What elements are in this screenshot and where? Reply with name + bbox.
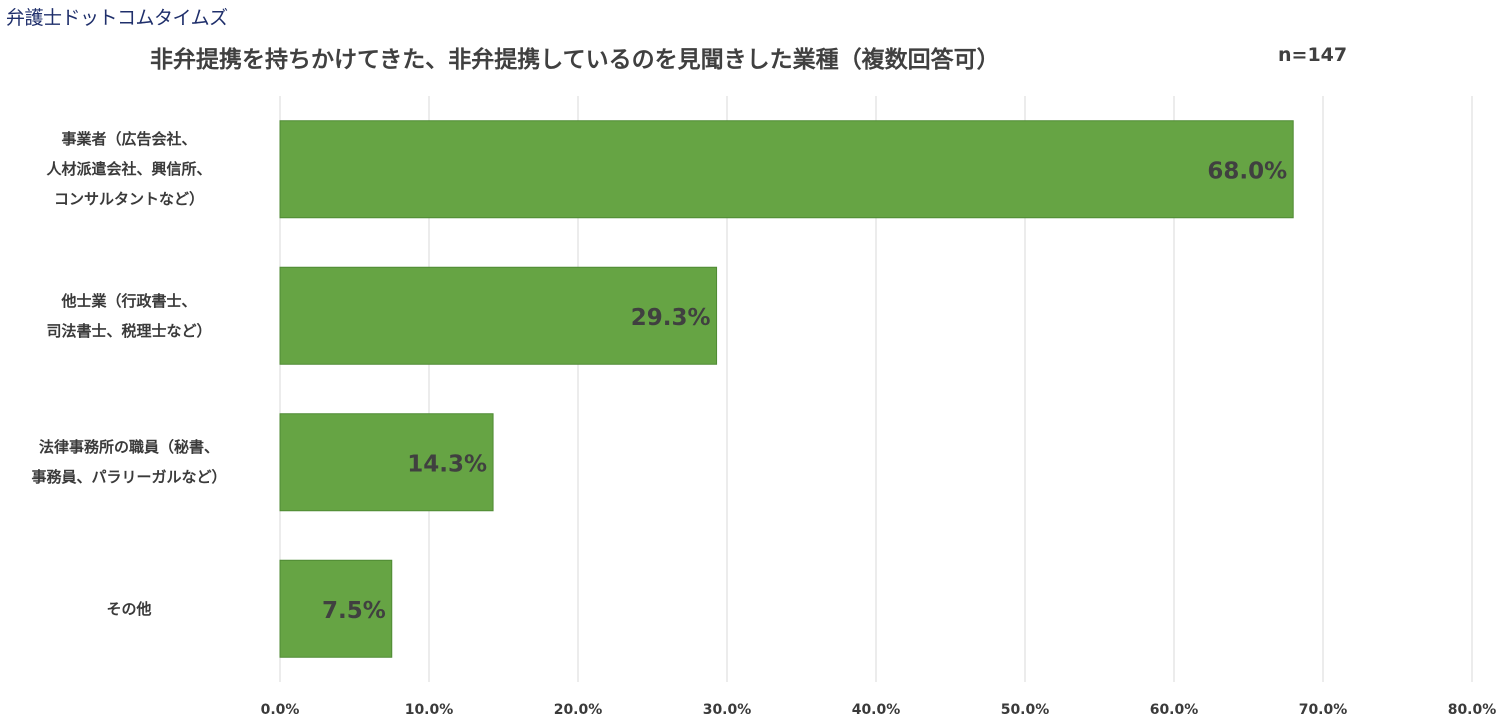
category-label-0: 事業者（広告会社、 人材派遣会社、興信所、 コンサルタントなど） bbox=[0, 124, 258, 214]
bar-0 bbox=[279, 120, 1294, 219]
category-label-line: 人材派遣会社、興信所、 bbox=[46, 160, 212, 179]
bar-2 bbox=[279, 413, 494, 512]
category-label-2: 法律事務所の職員（秘書、 事務員、パラリーガルなど） bbox=[0, 432, 258, 492]
bar-1 bbox=[279, 266, 718, 365]
x-tick-label-7: 70.0% bbox=[1299, 702, 1348, 718]
value-label-3: 7.5% bbox=[322, 598, 386, 624]
x-tick-label-3: 30.0% bbox=[703, 702, 752, 718]
category-label-line: 事務員、パラリーガルなど） bbox=[31, 468, 227, 487]
x-tick-label-1: 10.0% bbox=[405, 702, 454, 718]
title-row: 非弁提携を持ちかけてきた、非弁提携しているのを見聞きした業種（複数回答可） n=… bbox=[150, 40, 1400, 80]
category-label-1: 他士業（行政書士、 司法書士、税理士など） bbox=[0, 286, 258, 346]
x-tick-label-8: 80.0% bbox=[1448, 702, 1497, 718]
chart-title: 非弁提携を持ちかけてきた、非弁提携しているのを見聞きした業種（複数回答可） bbox=[150, 47, 1000, 73]
category-label-line: 司法書士、税理士など） bbox=[46, 321, 212, 340]
brand-logo: 弁護士ドットコムタイムズ bbox=[6, 7, 228, 29]
value-label-2: 14.3% bbox=[407, 451, 487, 477]
x-tick-label-4: 40.0% bbox=[852, 702, 901, 718]
x-tick-label-0: 0.0% bbox=[261, 702, 300, 718]
category-label-line: 法律事務所の職員（秘書、 bbox=[38, 438, 219, 457]
sample-size-label: n=147 bbox=[1278, 44, 1348, 66]
x-tick-label-5: 50.0% bbox=[1001, 702, 1050, 718]
category-label-line: その他 bbox=[106, 599, 152, 618]
bar-3 bbox=[279, 559, 393, 658]
category-label-3: その他 bbox=[0, 594, 258, 624]
x-tick-label-6: 60.0% bbox=[1150, 702, 1199, 718]
value-label-0: 68.0% bbox=[1207, 158, 1287, 184]
category-label-line: 他士業（行政書士、 bbox=[61, 291, 197, 310]
x-tick-label-2: 20.0% bbox=[554, 702, 603, 718]
category-label-line: コンサルタントなど） bbox=[53, 190, 204, 209]
category-label-line: 事業者（広告会社、 bbox=[61, 130, 197, 149]
value-label-1: 29.3% bbox=[631, 305, 711, 331]
